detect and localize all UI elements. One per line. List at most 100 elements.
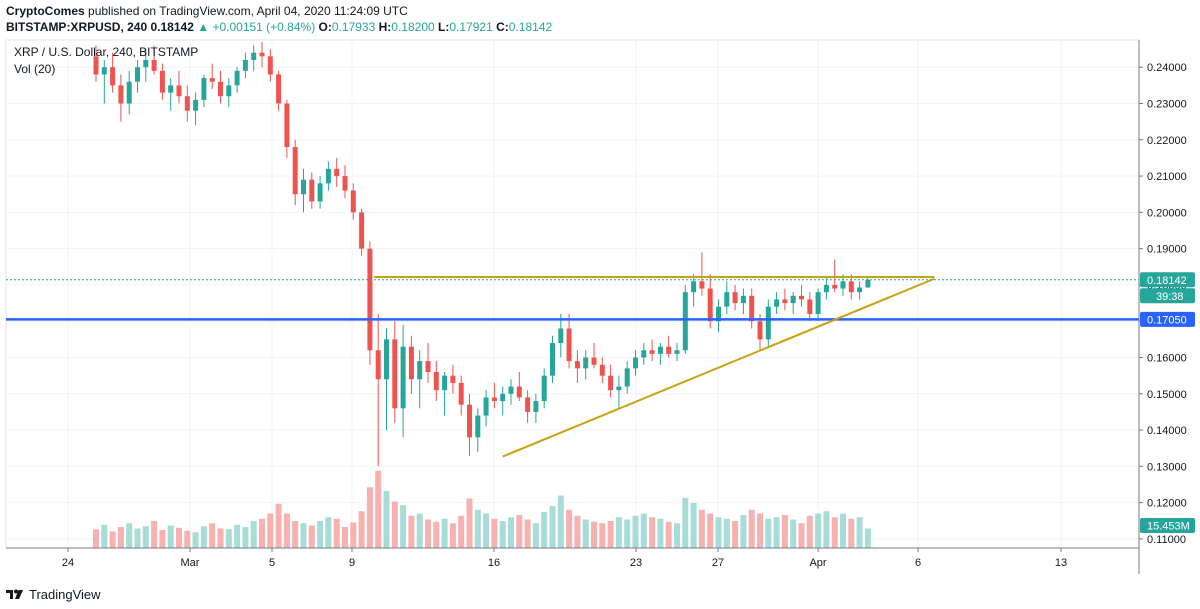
plot-frame bbox=[5, 39, 1140, 549]
volume-bar bbox=[864, 528, 871, 548]
volume-bar bbox=[126, 523, 133, 548]
candle-body bbox=[790, 295, 796, 304]
chart-area[interactable]: 0.24000 0.23000 0.22000 0.21000 0.20000 0.190… bbox=[0, 37, 1200, 577]
volume-bar bbox=[516, 515, 523, 548]
low-label: L: bbox=[438, 20, 450, 34]
time-tick-label: Apr bbox=[809, 557, 826, 569]
candle-body bbox=[126, 81, 132, 104]
candle-body bbox=[740, 295, 746, 304]
volume-bar bbox=[391, 501, 398, 548]
candle-body bbox=[168, 85, 174, 93]
candle-body bbox=[176, 85, 182, 97]
volume-bar bbox=[781, 515, 788, 548]
volume-bar bbox=[350, 522, 357, 548]
price-chart[interactable]: 0.24000 0.23000 0.22000 0.21000 0.20000 0.190… bbox=[0, 37, 1200, 577]
candle-body bbox=[865, 279, 871, 288]
volume-bar bbox=[665, 521, 672, 548]
time-axis[interactable]: 24 Mar 5 9 16 23 27 Apr 6 13 bbox=[62, 548, 1067, 569]
volume-bar bbox=[383, 491, 390, 548]
volume-bar bbox=[806, 515, 813, 548]
candle-body bbox=[666, 346, 672, 354]
author-name[interactable]: CryptoComes bbox=[6, 4, 85, 18]
volume-bar bbox=[748, 509, 755, 548]
candle-body bbox=[574, 361, 580, 369]
volume-bar bbox=[831, 517, 838, 548]
price-axis[interactable]: 0.24000 0.23000 0.22000 0.21000 0.20000 0.190… bbox=[1139, 62, 1187, 546]
candle-body bbox=[425, 361, 431, 373]
countdown-tag bbox=[1140, 288, 1195, 304]
volume-bar bbox=[524, 519, 531, 548]
candle-body bbox=[384, 339, 389, 380]
candle-body bbox=[691, 281, 697, 293]
candle-body bbox=[799, 295, 804, 300]
candle-body bbox=[516, 386, 522, 398]
candle-body bbox=[408, 346, 414, 380]
candle-body bbox=[757, 321, 763, 340]
candle-body bbox=[251, 52, 257, 60]
volume-bar bbox=[375, 470, 382, 548]
candle-body bbox=[807, 299, 813, 314]
time-tick-label: 6 bbox=[915, 557, 921, 569]
candle-body bbox=[823, 284, 829, 293]
price-tick-label: 0.23000 bbox=[1147, 99, 1187, 111]
price-tick-label: 0.13000 bbox=[1147, 461, 1187, 473]
volume-bar bbox=[225, 529, 232, 548]
volume-bar bbox=[250, 521, 257, 548]
volume-bar bbox=[325, 517, 332, 548]
price-tick-label: 0.16000 bbox=[1147, 353, 1187, 365]
series-legend-title[interactable]: XRP / U.S. Dollar, 240, BITSTAMP bbox=[14, 45, 198, 59]
volume-bar bbox=[682, 497, 689, 548]
price-tick-label: 0.19000 bbox=[1147, 244, 1187, 256]
ohlc-line: BITSTAMP:XRPUSD, 240 0.18142 ▲ +0.00151 … bbox=[6, 19, 1196, 35]
volume-bar bbox=[151, 521, 158, 548]
price-tick-label: 0.22000 bbox=[1147, 135, 1187, 147]
price-tick-label: 0.15000 bbox=[1147, 389, 1187, 401]
footer-brand[interactable]: TradingView bbox=[29, 586, 101, 602]
time-tick-label: 24 bbox=[62, 557, 74, 569]
candle-body bbox=[110, 67, 116, 86]
candle-body bbox=[292, 147, 298, 195]
open-value: 0.17933 bbox=[331, 20, 376, 34]
candle-body bbox=[716, 306, 721, 322]
time-tick-label: 13 bbox=[1055, 557, 1067, 569]
volume-bar bbox=[624, 519, 631, 548]
candle-body bbox=[641, 350, 647, 358]
candle-body bbox=[774, 299, 780, 307]
candle-body bbox=[143, 59, 149, 68]
candle-body bbox=[359, 212, 365, 249]
candle-body bbox=[458, 382, 464, 405]
volume-bar bbox=[615, 517, 622, 548]
high-label: H: bbox=[378, 20, 392, 34]
candle-body bbox=[832, 284, 838, 289]
candle-body bbox=[209, 78, 215, 82]
volume-bar bbox=[707, 513, 714, 548]
volume-bar bbox=[283, 513, 290, 548]
candle-body bbox=[118, 85, 124, 104]
time-tick-label: 23 bbox=[630, 557, 642, 569]
candle-body bbox=[267, 56, 273, 75]
volume-bar bbox=[499, 521, 506, 548]
volume-bar bbox=[333, 518, 340, 548]
support-price-tag-text: 0.17050 bbox=[1147, 314, 1187, 326]
candle-body bbox=[682, 292, 688, 351]
volume-legend[interactable]: Vol (20) bbox=[14, 62, 55, 76]
volume-bar bbox=[649, 517, 656, 548]
candle-body bbox=[765, 306, 771, 340]
volume-bar bbox=[557, 495, 564, 548]
volume-bar bbox=[765, 518, 772, 548]
candle-body bbox=[525, 397, 531, 412]
candle-body bbox=[309, 179, 315, 202]
volume-bar bbox=[267, 513, 274, 548]
candle-body bbox=[558, 328, 564, 343]
time-tick-label: Mar bbox=[181, 557, 200, 569]
candle-body bbox=[699, 281, 705, 289]
candle-body bbox=[201, 78, 207, 100]
volume-bar bbox=[209, 523, 216, 548]
candle-body bbox=[259, 52, 265, 57]
candle-body bbox=[633, 357, 638, 369]
ascending-trendline[interactable] bbox=[502, 277, 935, 458]
volume-bar bbox=[674, 523, 680, 548]
volume-bar bbox=[234, 524, 241, 548]
candle-body bbox=[475, 415, 481, 438]
candle-body bbox=[392, 339, 398, 409]
